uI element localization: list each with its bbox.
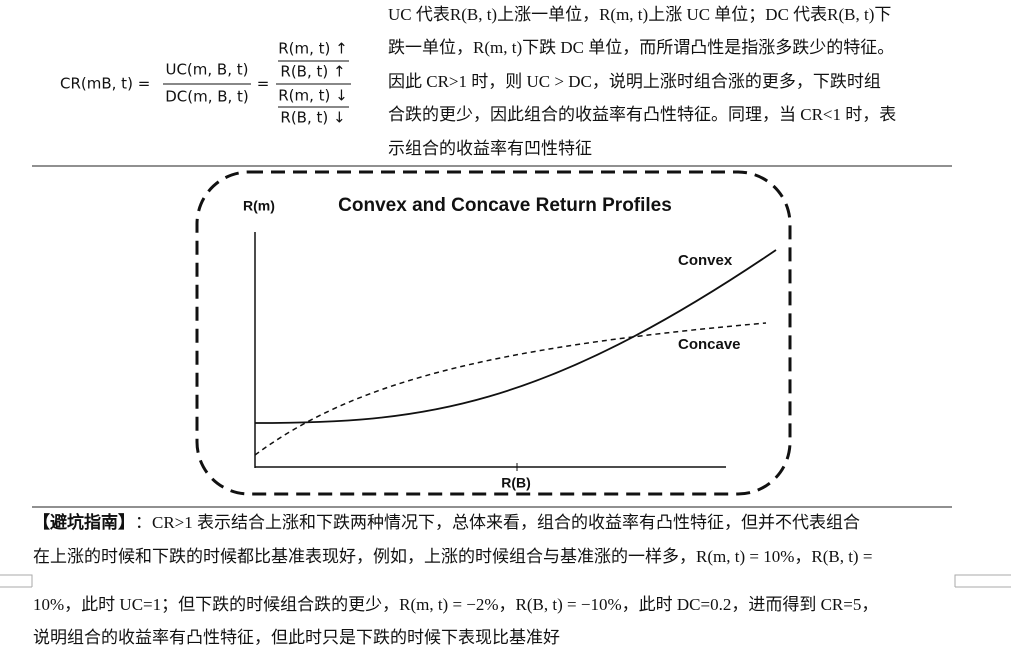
formula-down-num: R(m, t) ↓ bbox=[278, 87, 348, 105]
text-line: 因此 CR>1 时，则 UC > DC，说明上涨时组合涨的更多，下跌时组 bbox=[388, 72, 881, 91]
formula-lhs: CR(mB, t) = bbox=[60, 75, 150, 93]
convex-label: Convex bbox=[678, 252, 733, 269]
text-line: 在上涨的时候和下跌的时候都比基准表现好，例如，上涨的时候组合与基准涨的一样多，R… bbox=[33, 547, 872, 566]
text-line: 说明组合的收益率有凸性特征，但此时只是下跌的时候下表现比基准好 bbox=[33, 628, 560, 647]
formula-up-num: R(m, t) ↑ bbox=[278, 40, 348, 58]
figure-frame bbox=[195, 170, 792, 496]
concave-curve bbox=[254, 322, 767, 456]
text-line: ：CR>1 表示结合上涨和下跌两种情况下，总体来看，组合的收益率有凸性特征，但并… bbox=[135, 513, 860, 532]
formula-den: DC(m, B, t) bbox=[165, 88, 249, 106]
margin-mark bbox=[0, 574, 1011, 588]
formula-num: UC(m, B, t) bbox=[165, 61, 248, 79]
y-axis-label: R(m) bbox=[243, 198, 275, 214]
text-line: 10%，此时 UC=1；但下跌的时候组合跌的更少，R(m, t) = −2%，R… bbox=[33, 595, 878, 614]
formula-up-den: R(B, t) ↑ bbox=[280, 63, 345, 81]
formula-eq: = bbox=[257, 75, 270, 93]
note: 【避坑指南】 ：CR>1 表示结合上涨和下跌两种情况下，总体来看，组合的收益率有凸… bbox=[33, 512, 878, 647]
text-line: 示组合的收益率有凹性特征 bbox=[388, 139, 592, 158]
text-line: 合跌的更少，因此组合的收益率有凸性特征。同理，当 CR<1 时，表 bbox=[388, 105, 896, 124]
figure-title: Convex and Concave Return Profiles bbox=[338, 195, 672, 216]
text-line: 跌一单位，R(m, t)下跌 DC 单位，而所谓凸性是指涨多跌少的特征。 bbox=[388, 38, 894, 57]
formula-down-den: R(B, t) ↓ bbox=[280, 109, 345, 127]
note-heading: 【避坑指南】 bbox=[33, 512, 135, 532]
text-line: UC 代表R(B, t)上涨一单位，R(m, t)上涨 UC 单位；DC 代表R… bbox=[388, 5, 891, 24]
convex-curve bbox=[254, 249, 777, 424]
x-axis-label: R(B) bbox=[501, 475, 531, 491]
explanation: UC 代表R(B, t)上涨一单位，R(m, t)上涨 UC 单位；DC 代表R… bbox=[388, 5, 896, 158]
concave-label: Concave bbox=[678, 336, 741, 353]
